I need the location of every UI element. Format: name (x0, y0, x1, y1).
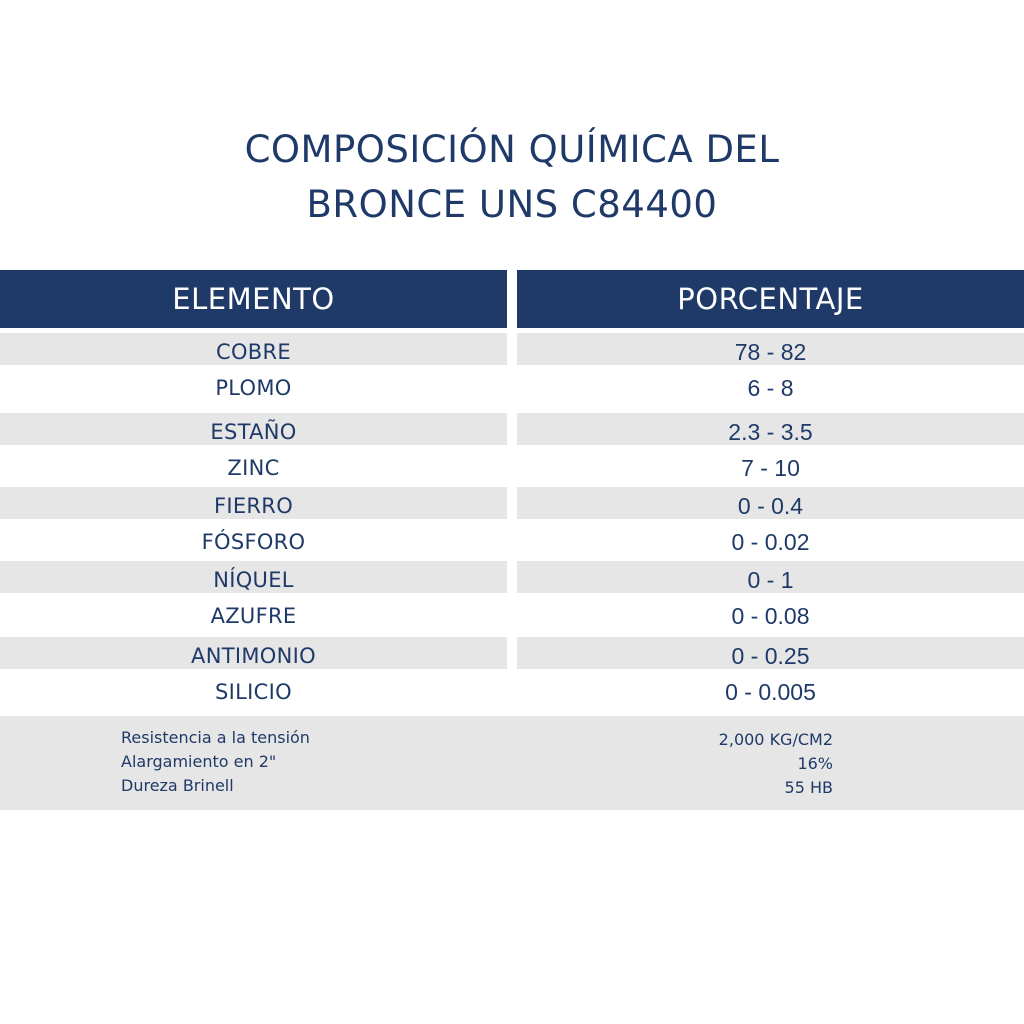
element-cell: ESTAÑO (0, 413, 507, 445)
element-cell: FIERRO (0, 487, 507, 519)
element-cell: FÓSFORO (201, 530, 306, 554)
element-cell: AZUFRE (210, 604, 297, 628)
table-row: FÓSFORO 0 - 0.02 (0, 520, 1024, 556)
element-cell: SILICIO (215, 680, 292, 704)
property-value: 55 HB (784, 778, 833, 797)
element-cell: ANTIMONIO (0, 637, 507, 669)
page-title: COMPOSICIÓN QUÍMICA DEL BRONCE UNS C8440… (0, 122, 1024, 232)
percentage-cell: 7 - 10 (741, 455, 800, 481)
property-labels: Resistencia a la tensión Alargamiento en… (121, 726, 310, 798)
percentage-cell: 0 - 0.4 (517, 487, 1024, 519)
percentage-cell: 6 - 8 (747, 375, 794, 401)
percentage-cell: 2.3 - 3.5 (517, 413, 1024, 445)
table-row: AZUFRE 0 - 0.08 (0, 594, 1024, 630)
mechanical-properties: Resistencia a la tensión Alargamiento en… (0, 716, 1024, 810)
percentage-cell: 0 - 0.25 (517, 637, 1024, 669)
element-cell: COBRE (0, 333, 507, 365)
table-row: COBRE 78 - 82 (0, 330, 1024, 366)
element-cell: NÍQUEL (0, 561, 507, 593)
table-row: SILICIO 0 - 0.005 (0, 670, 1024, 706)
percentage-cell: 78 - 82 (517, 333, 1024, 365)
percentage-cell: 0 - 0.08 (731, 603, 810, 629)
percentage-cell: 0 - 0.02 (731, 529, 810, 555)
property-value: 16% (797, 754, 833, 773)
table-row: ANTIMONIO 0 - 0.25 (0, 634, 1024, 670)
property-values: 2,000 KG/CM2 16% 55 HB (719, 728, 833, 800)
header-percentage: PORCENTAJE (517, 270, 1024, 328)
table-row: ZINC 7 - 10 (0, 446, 1024, 482)
composition-table: COBRE 78 - 82 PLOMO 6 - 8 ESTAÑO 2.3 - 3… (0, 330, 1024, 706)
property-label: Resistencia a la tensión (121, 728, 310, 747)
title-line-2: BRONCE UNS C84400 (306, 183, 718, 226)
property-label: Alargamiento en 2" (121, 752, 277, 771)
element-cell: PLOMO (215, 376, 292, 400)
table-row: ESTAÑO 2.3 - 3.5 (0, 410, 1024, 446)
title-line-1: COMPOSICIÓN QUÍMICA DEL (244, 128, 780, 171)
percentage-cell: 0 - 1 (517, 561, 1024, 593)
header-element: ELEMENTO (0, 270, 507, 328)
element-cell: ZINC (227, 456, 280, 480)
property-value: 2,000 KG/CM2 (718, 730, 833, 749)
table-row: PLOMO 6 - 8 (0, 366, 1024, 402)
table-row: NÍQUEL 0 - 1 (0, 558, 1024, 594)
table-row: FIERRO 0 - 0.4 (0, 484, 1024, 520)
percentage-cell: 0 - 0.005 (725, 679, 816, 705)
property-label: Dureza Brinell (121, 776, 234, 795)
